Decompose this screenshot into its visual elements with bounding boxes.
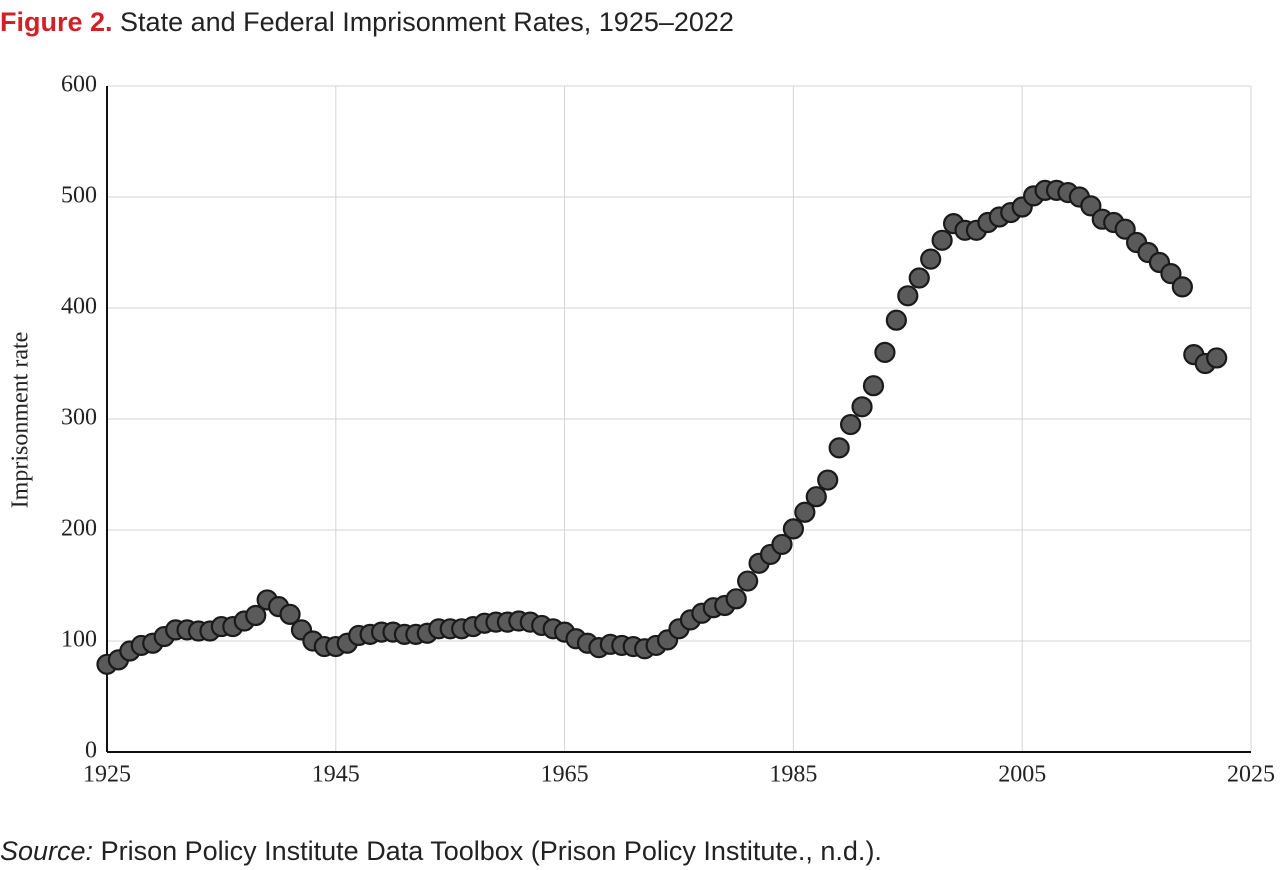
- x-tick-label: 1985: [769, 762, 817, 788]
- source-text: Prison Policy Institute Data Toolbox (Pr…: [101, 836, 882, 866]
- data-point: [851, 396, 873, 418]
- title-prefix: Figure 2.: [0, 7, 113, 37]
- data-point: [1171, 276, 1193, 298]
- data-point: [839, 413, 862, 436]
- data-point: [279, 603, 301, 625]
- data-point: [794, 501, 816, 523]
- x-tick-label: 2005: [998, 762, 1046, 788]
- data-point: [771, 533, 793, 556]
- data-point: [737, 570, 759, 592]
- data-point: [931, 229, 953, 251]
- source-note: Source: Prison Policy Institute Data Too…: [0, 836, 882, 866]
- x-tick-label: 1965: [541, 762, 589, 788]
- x-tick-label: 1945: [312, 762, 360, 788]
- data-point: [817, 469, 839, 491]
- title-text: State and Federal Imprisonment Rates, 19…: [120, 7, 734, 37]
- source-prefix: Source:: [0, 836, 93, 866]
- data-point: [1160, 262, 1182, 285]
- y-tick-label: 100: [61, 627, 97, 653]
- data-point: [1080, 195, 1102, 217]
- y-axis-label: Imprisonment rate: [8, 332, 34, 509]
- data-point: [782, 518, 805, 540]
- chart-title: Figure 2. State and Federal Imprisonment…: [0, 7, 734, 37]
- data-point: [908, 267, 930, 289]
- data-point: [862, 375, 885, 397]
- data-point: [920, 248, 942, 270]
- y-tick-label: 400: [61, 294, 97, 320]
- data-point: [828, 437, 850, 459]
- data-point: [1114, 218, 1136, 240]
- data-point: [805, 486, 827, 508]
- data-point: [245, 604, 267, 627]
- y-tick-label: 300: [61, 405, 97, 431]
- data-point: [885, 309, 907, 331]
- x-tick-label: 1925: [83, 762, 131, 788]
- x-tick-label: 2025: [1227, 762, 1275, 788]
- data-point: [1206, 347, 1228, 369]
- y-tick-label: 600: [61, 72, 97, 98]
- y-tick-label: 0: [85, 738, 97, 764]
- data-point: [897, 285, 919, 307]
- y-tick-label: 200: [61, 516, 97, 542]
- y-tick-label: 500: [61, 183, 97, 209]
- data-point: [725, 588, 747, 610]
- data-point: [874, 341, 896, 363]
